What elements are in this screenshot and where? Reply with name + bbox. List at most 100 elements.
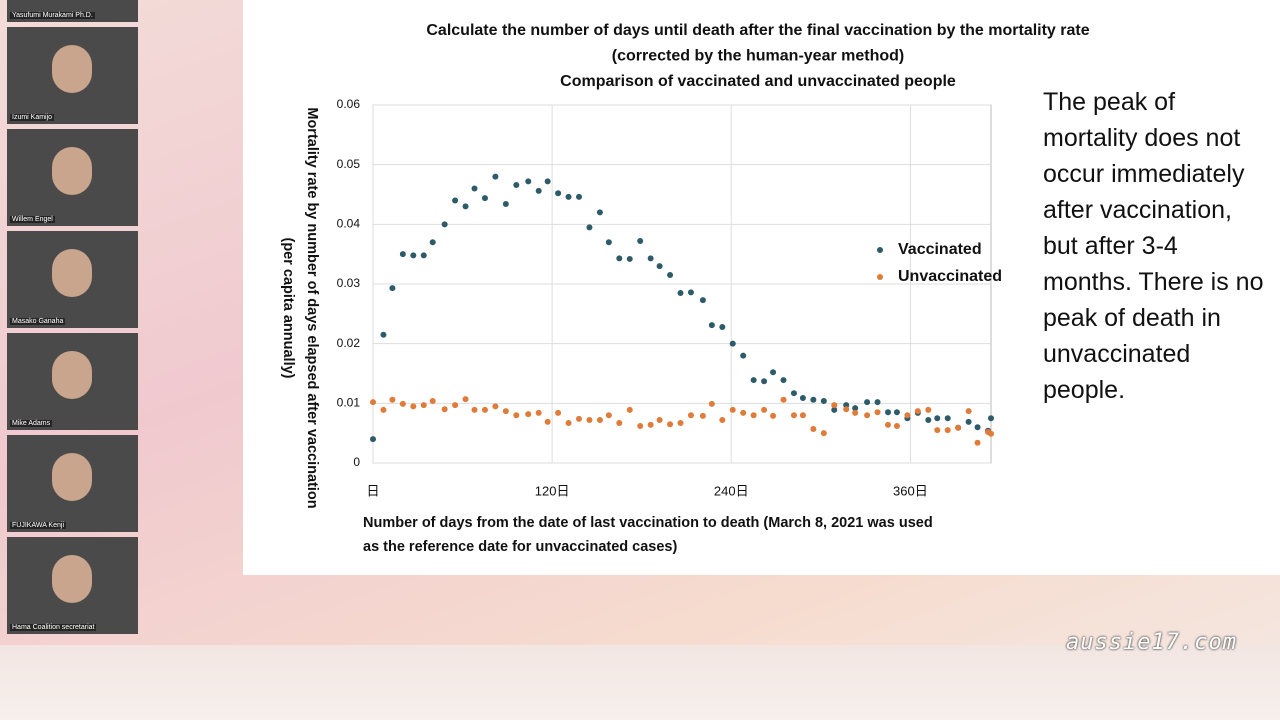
data-point — [370, 399, 376, 406]
x-axis-label: as the reference date for unvaccinated c… — [363, 539, 677, 555]
data-point — [699, 412, 706, 419]
participant-name: Mike Adams — [10, 420, 53, 427]
video-tile[interactable]: Mike Adams — [7, 333, 138, 430]
data-point — [429, 239, 436, 246]
y-tick-label: 0.02 — [337, 336, 361, 350]
data-point — [544, 178, 551, 185]
data-point — [525, 178, 532, 185]
data-point — [893, 409, 900, 416]
data-point — [616, 255, 623, 262]
data-point — [893, 423, 900, 430]
data-point — [974, 424, 981, 431]
data-point — [389, 285, 396, 292]
data-point — [729, 406, 736, 413]
video-tile[interactable]: Yasufumi Murakami Ph.D. — [7, 0, 138, 22]
avatar — [52, 555, 92, 603]
data-point — [637, 423, 644, 430]
data-point — [513, 181, 520, 188]
participant-name: Willem Engel — [10, 216, 55, 223]
y-axis-label: (per capita annually) — [280, 237, 296, 378]
participant-name: Yasufumi Murakami Ph.D. — [10, 12, 95, 19]
data-point — [740, 409, 747, 416]
avatar — [52, 453, 92, 501]
data-point — [799, 394, 806, 401]
data-point — [790, 412, 797, 419]
data-point — [656, 417, 663, 424]
avatar — [52, 249, 92, 297]
data-point — [596, 417, 603, 424]
data-point — [925, 406, 932, 413]
data-point — [452, 402, 459, 409]
data-point — [586, 224, 593, 231]
data-point — [687, 412, 694, 419]
slide — [243, 0, 1280, 575]
data-point — [535, 187, 542, 194]
avatar — [52, 45, 92, 93]
backdrop — [0, 645, 1280, 720]
data-point — [944, 415, 951, 422]
data-point — [750, 412, 757, 419]
data-point — [441, 406, 448, 413]
data-point — [420, 252, 427, 259]
video-tile[interactable]: Hama Coalition secretariat — [7, 537, 138, 634]
data-point — [656, 263, 663, 270]
data-point — [885, 421, 891, 428]
video-tile[interactable]: Izumi Kamijo — [7, 27, 138, 124]
data-point — [667, 272, 674, 279]
data-point — [637, 238, 644, 245]
data-point — [555, 190, 562, 197]
data-point — [974, 439, 981, 446]
data-point — [988, 415, 994, 422]
data-point — [481, 406, 488, 413]
data-point — [780, 377, 787, 384]
data-point — [687, 289, 694, 296]
data-point — [820, 430, 827, 437]
data-point — [502, 408, 509, 415]
data-point — [525, 411, 532, 418]
data-point — [810, 396, 817, 403]
data-point — [770, 369, 777, 376]
data-point — [492, 173, 499, 180]
data-point — [471, 185, 478, 192]
data-point — [761, 406, 768, 413]
data-point — [914, 408, 921, 415]
data-point — [544, 418, 551, 425]
data-point — [389, 396, 396, 403]
legend-label: Unvaccinated — [898, 268, 1002, 285]
y-tick-label: 0 — [353, 455, 360, 469]
y-tick-label: 0.06 — [337, 97, 361, 111]
y-axis-label: Mortality rate by number of days elapsed… — [304, 107, 320, 508]
y-tick-label: 0.04 — [337, 217, 361, 231]
chart-title: Comparison of vaccinated and unvaccinate… — [560, 73, 956, 90]
y-tick-label: 0.05 — [337, 157, 361, 171]
x-tick-label: 240日 — [714, 483, 749, 498]
avatar — [52, 351, 92, 399]
data-point — [452, 197, 459, 204]
data-point — [904, 412, 911, 419]
data-point — [399, 251, 406, 258]
data-point — [399, 400, 406, 407]
data-point — [885, 409, 891, 416]
data-point — [708, 322, 715, 329]
participant-name: Izumi Kamijo — [10, 114, 55, 121]
data-point — [492, 403, 499, 410]
video-tile[interactable]: Masako Ganaha — [7, 231, 138, 328]
data-point — [955, 424, 962, 431]
data-point — [647, 421, 654, 428]
data-point — [864, 412, 871, 419]
data-point — [626, 406, 633, 413]
data-point — [380, 406, 387, 413]
data-point — [677, 289, 684, 296]
data-point — [410, 252, 417, 259]
video-tile[interactable]: FUJIKAWA Kenji — [7, 435, 138, 532]
data-point — [874, 399, 881, 406]
data-point — [420, 402, 427, 409]
video-tile[interactable]: Willem Engel — [7, 129, 138, 226]
data-point — [831, 402, 838, 409]
data-point — [988, 430, 994, 437]
data-point — [799, 412, 806, 419]
data-point — [965, 408, 972, 415]
data-point — [719, 417, 726, 424]
data-point — [576, 193, 582, 200]
legend-marker — [877, 247, 883, 253]
